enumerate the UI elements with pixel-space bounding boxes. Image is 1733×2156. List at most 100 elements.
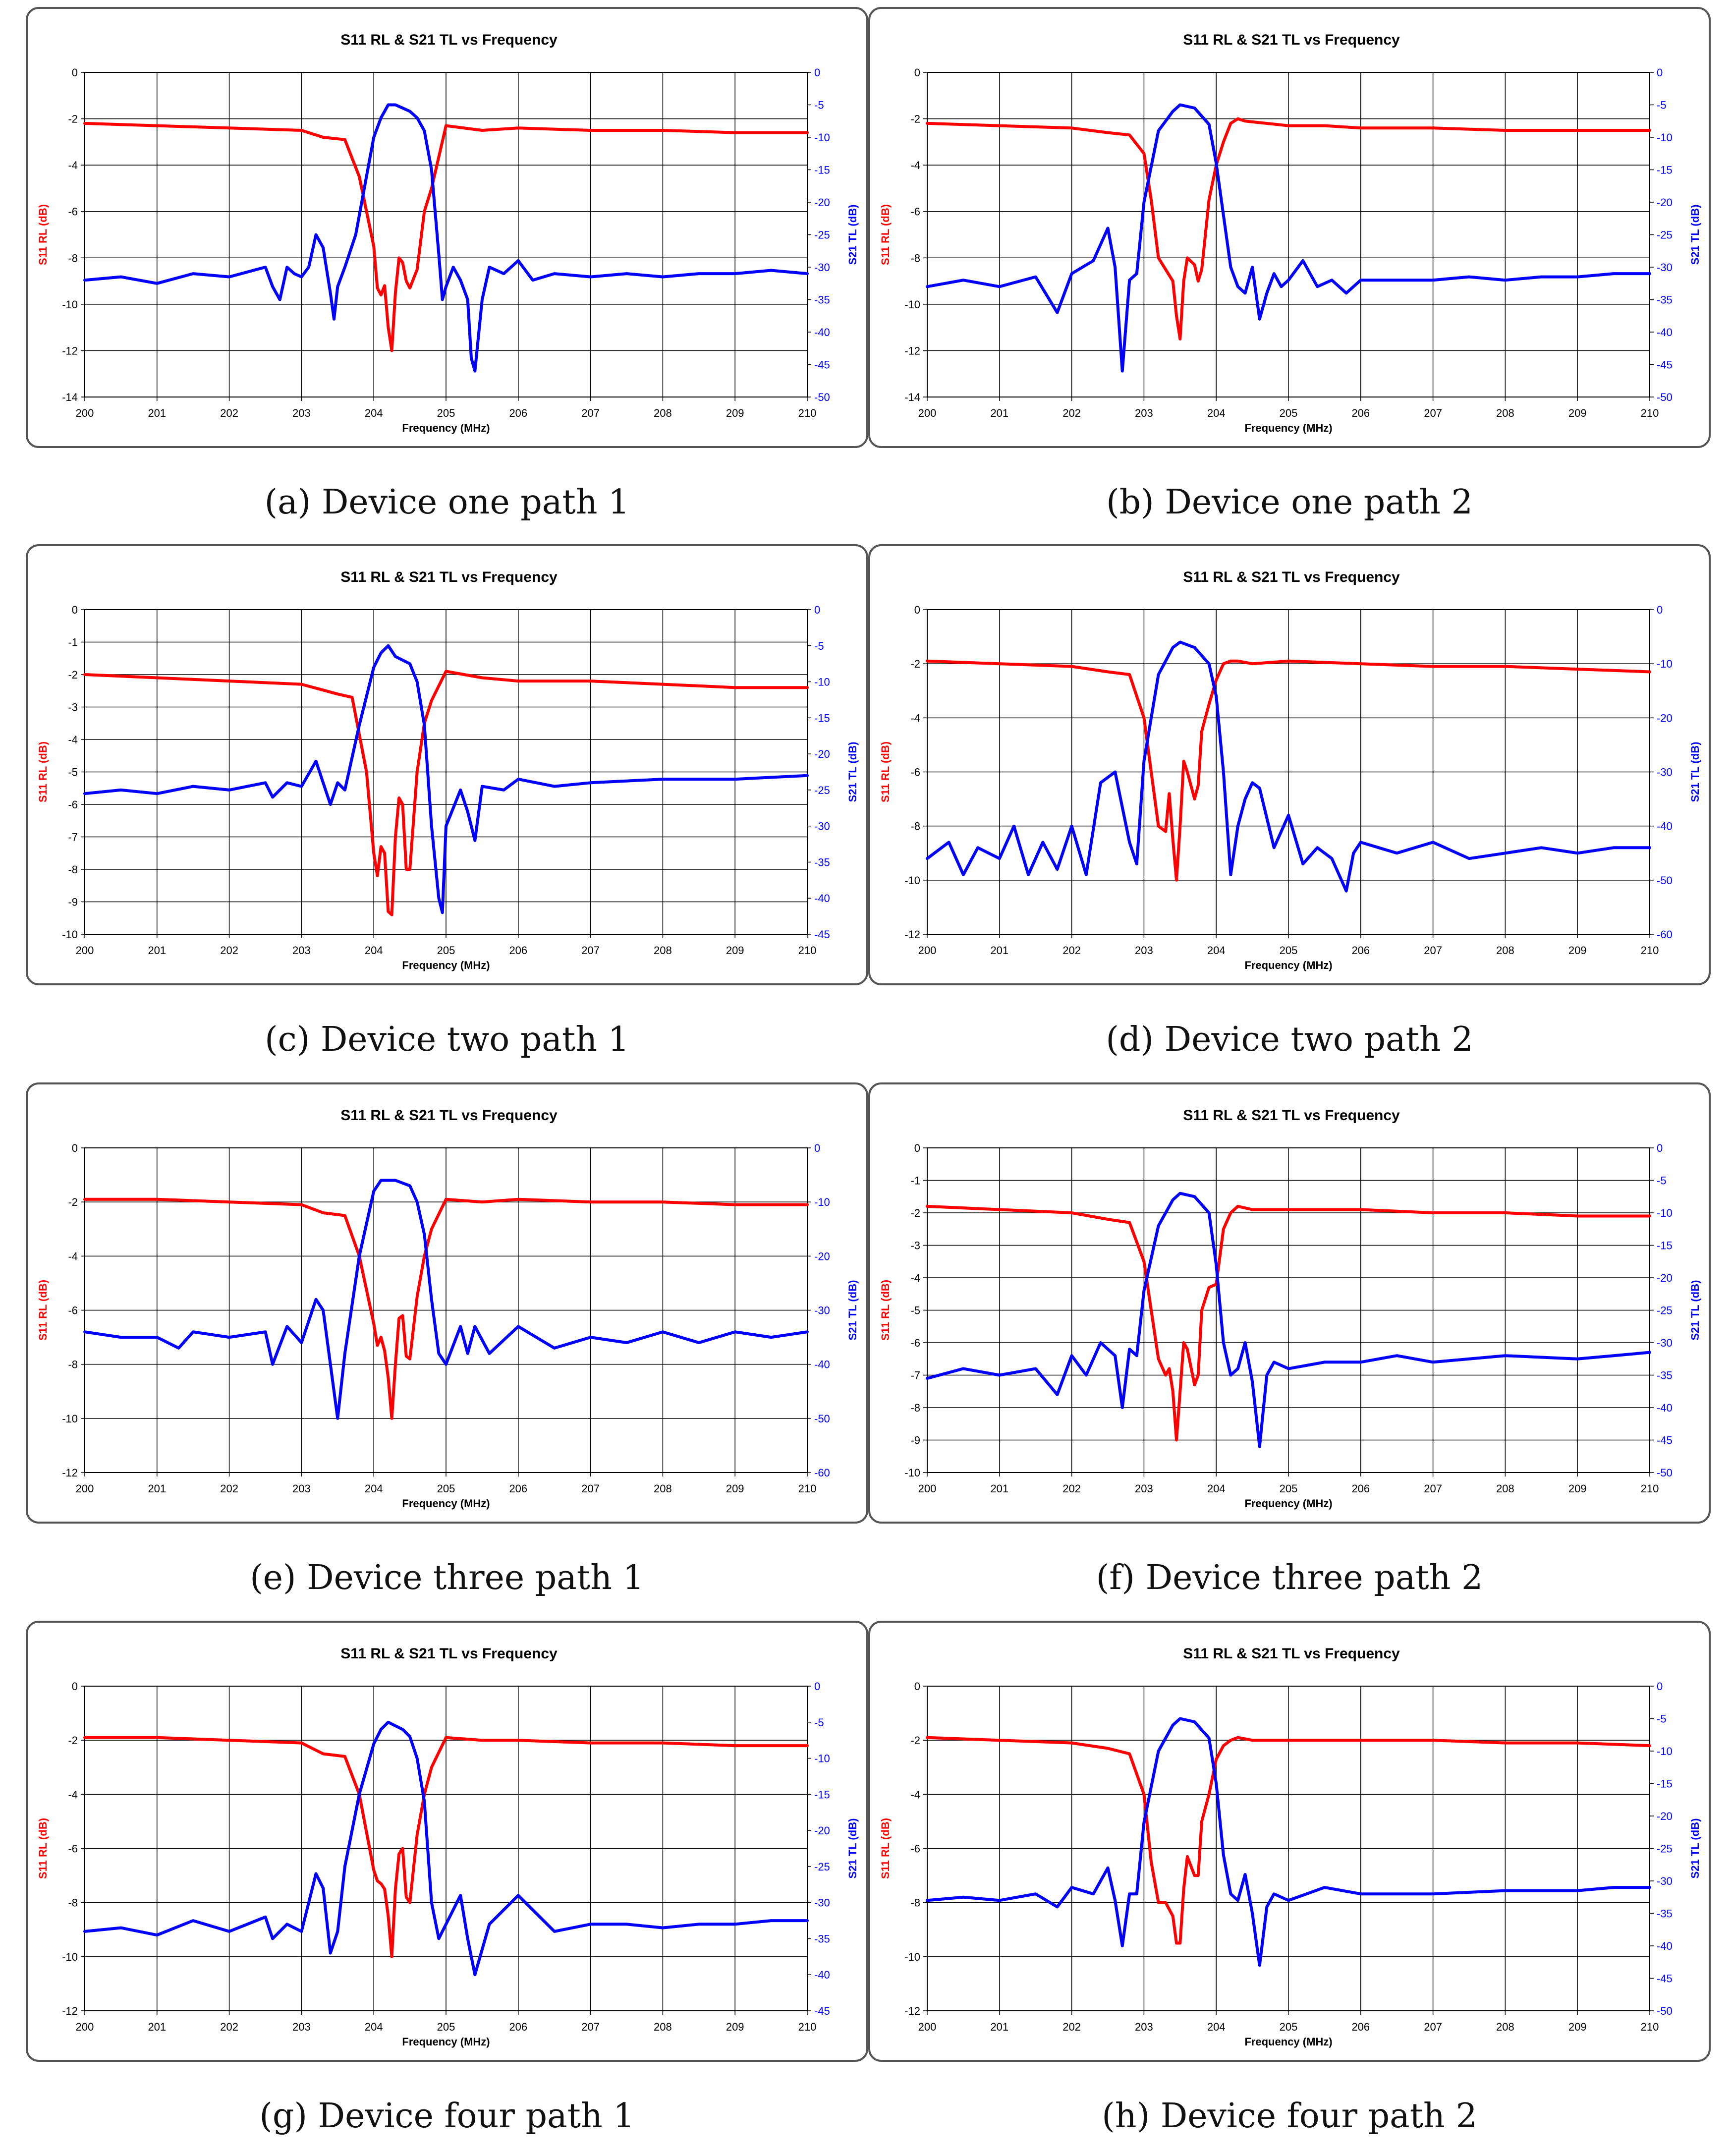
y-left-tick-label: -9 [68, 896, 78, 908]
s11-series-line [83, 1197, 809, 1420]
y-right-tick-label: -30 [814, 261, 830, 274]
y-right-tick-label: -30 [1657, 766, 1673, 779]
x-tick-label: 209 [1568, 2021, 1587, 2033]
x-tick-label: 203 [292, 1482, 311, 1495]
y-right-tick-label: -5 [1657, 1175, 1667, 1187]
y-left-tick-label: -8 [68, 863, 78, 876]
chart-panel: S11 RL & S21 TL vs Frequency 200 201 202 203… [26, 1082, 868, 1524]
y-right-tick-label: -5 [814, 1716, 824, 1729]
x-tick-label: 210 [798, 1482, 817, 1495]
chart-cell-h: S11 RL & S21 TL vs Frequency 200 201 202 203… [868, 1621, 1711, 2146]
x-tick-label: 200 [76, 2021, 94, 2033]
x-tick-label: 202 [220, 2021, 238, 2033]
x-tick-label: 202 [220, 1482, 238, 1495]
x-tick-label: 205 [1280, 407, 1298, 419]
y-right-tick-label: 0 [814, 604, 820, 616]
x-tick-label: 201 [148, 1482, 166, 1495]
y-right-tick-label: -15 [1657, 164, 1673, 176]
y-left-tick-label: -10 [904, 298, 920, 311]
y-right-tick-label: -35 [1657, 1369, 1673, 1382]
y-left-tick-label: -2 [910, 658, 920, 670]
y-left-tick-label: -2 [910, 113, 920, 125]
s21-series-line [83, 644, 809, 914]
y-left-tick-label: -14 [62, 391, 78, 403]
x-tick-label: 202 [220, 944, 238, 957]
x-axis-label: Frequency (MHz) [1244, 959, 1332, 971]
y-right-tick-label: -15 [1657, 1240, 1673, 1252]
x-axis-label: Frequency (MHz) [1244, 2036, 1332, 2048]
x-tick-label: 209 [1568, 1482, 1587, 1495]
x-tick-label: 205 [437, 2021, 455, 2033]
x-tick-label: 201 [990, 407, 1008, 419]
y-left-tick-label: -4 [68, 159, 78, 171]
y-left-axis-label: S11 RL (dB) [37, 741, 49, 802]
y-left-axis-label: S11 RL (dB) [879, 204, 892, 265]
y-right-tick-label: -40 [814, 1969, 830, 1981]
y-left-tick-label: -5 [68, 766, 78, 779]
y-left-tick-label: -6 [68, 1305, 78, 1317]
y-left-tick-label: -8 [68, 1897, 78, 1909]
x-tick-label: 208 [1496, 1482, 1514, 1495]
y-left-tick-label: 0 [914, 1680, 920, 1693]
subfigure-caption: (h) Device four path 2 [1102, 2097, 1477, 2136]
y-left-tick-label: -4 [68, 1788, 78, 1801]
grid [927, 72, 1650, 397]
y-left-tick-label: -7 [68, 831, 78, 844]
x-tick-label: 209 [1568, 944, 1587, 957]
x-tick-label: 203 [292, 944, 311, 957]
x-tick-label: 209 [726, 944, 744, 957]
x-tick-label: 203 [1135, 944, 1153, 957]
y-right-tick-label: -30 [814, 1305, 830, 1317]
x-axis-label: Frequency (MHz) [1244, 1497, 1332, 1510]
y-right-tick-label: -15 [1657, 1778, 1673, 1790]
y-right-tick-label: -25 [1657, 1305, 1673, 1317]
y-right-tick-label: -45 [1657, 359, 1673, 371]
y-right-tick-label: -10 [814, 1753, 830, 1765]
x-tick-label: 205 [437, 1482, 455, 1495]
y-left-tick-label: -2 [68, 113, 78, 125]
x-tick-label: 205 [1280, 1482, 1298, 1495]
x-axis-label: Frequency (MHz) [402, 959, 490, 971]
x-tick-label: 204 [1207, 2021, 1226, 2033]
y-right-tick-label: -40 [814, 1359, 830, 1371]
chart-panel: S11 RL & S21 TL vs Frequency 200 201 202 203… [868, 7, 1711, 448]
y-right-tick-label: -25 [1657, 1843, 1673, 1855]
y-right-tick-label: 0 [814, 1142, 820, 1154]
subfigure-caption: (e) Device three path 1 [250, 1558, 644, 1597]
y-right-axis-label: S21 TL (dB) [846, 1818, 859, 1879]
x-tick-label: 201 [148, 944, 166, 957]
x-tick-label: 200 [76, 407, 94, 419]
chart-title: S11 RL & S21 TL vs Frequency [1183, 1107, 1400, 1124]
y-left-tick-label: -10 [62, 298, 78, 311]
chart-cell-e: S11 RL & S21 TL vs Frequency 200 201 202 203… [26, 1082, 868, 1608]
y-left-tick-label: -4 [68, 1250, 78, 1262]
x-tick-label: 209 [726, 1482, 744, 1495]
y-right-tick-label: 0 [1657, 1680, 1663, 1693]
y-left-tick-label: -8 [68, 1359, 78, 1371]
y-left-tick-label: -10 [62, 928, 78, 941]
y-right-tick-label: -30 [1657, 1875, 1673, 1887]
y-right-tick-label: -5 [1657, 99, 1667, 112]
chart-cell-a: S11 RL & S21 TL vs Frequency 200 201 202 203… [26, 7, 868, 532]
y-right-tick-label: -40 [814, 892, 830, 905]
chart-panel: S11 RL & S21 TL vs Frequency 200 201 202 203… [26, 544, 868, 985]
chart-title: S11 RL & S21 TL vs Frequency [340, 569, 558, 585]
chart-title: S11 RL & S21 TL vs Frequency [340, 1645, 558, 1662]
x-tick-label: 200 [918, 944, 937, 957]
y-right-tick-label: -50 [814, 1413, 830, 1425]
x-axis-label: Frequency (MHz) [402, 1497, 490, 1510]
x-tick-label: 206 [509, 2021, 527, 2033]
y-right-tick-label: -10 [814, 676, 830, 688]
x-tick-label: 202 [1062, 407, 1081, 419]
grid [84, 72, 808, 397]
x-tick-label: 208 [654, 944, 672, 957]
y-left-tick-label: -12 [904, 928, 920, 941]
x-tick-label: 207 [1424, 944, 1442, 957]
grid [84, 609, 808, 935]
chart-cell-f: S11 RL & S21 TL vs Frequency 200 201 202 203… [868, 1082, 1711, 1608]
y-left-tick-label: 0 [72, 1680, 78, 1693]
grid [927, 1147, 1650, 1473]
s21-series-line [83, 1720, 809, 1977]
y-right-tick-label: -10 [814, 1196, 830, 1208]
y-right-tick-label: -15 [814, 712, 830, 724]
